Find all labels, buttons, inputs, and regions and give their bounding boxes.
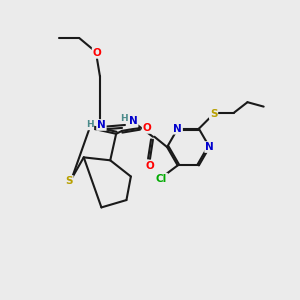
Text: N: N (205, 142, 214, 152)
Text: S: S (65, 176, 73, 186)
Text: S: S (210, 109, 218, 119)
Text: H: H (121, 114, 128, 123)
Text: N: N (129, 116, 138, 126)
Text: N: N (173, 124, 182, 134)
Text: H: H (86, 121, 94, 130)
Text: N: N (97, 120, 106, 130)
Text: O: O (143, 123, 152, 133)
Text: O: O (93, 48, 101, 58)
Text: Cl: Cl (156, 174, 167, 184)
Text: O: O (146, 161, 154, 171)
